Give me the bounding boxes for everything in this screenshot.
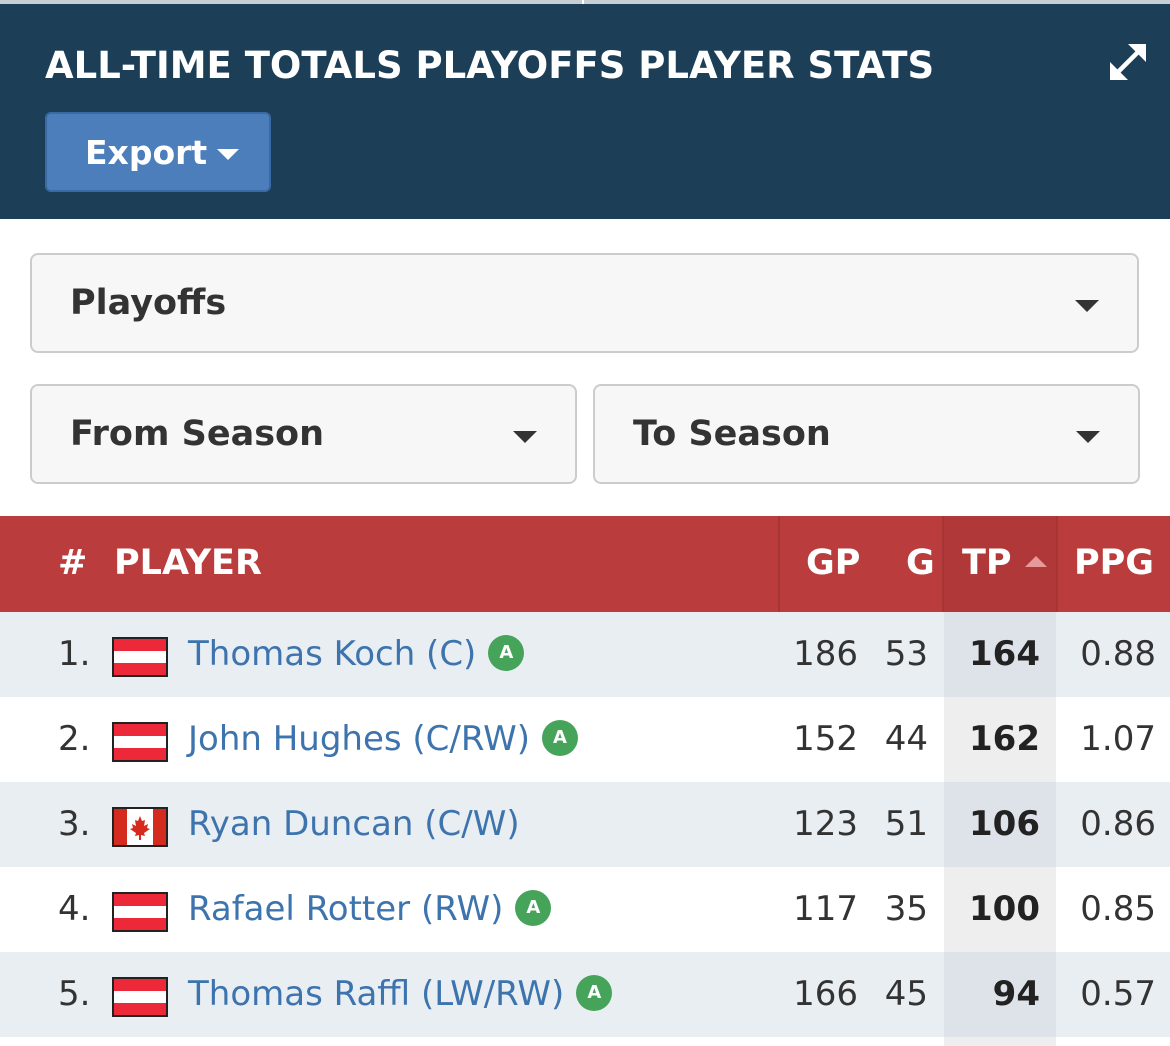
expand-icon[interactable]	[1106, 40, 1150, 84]
to-season-select[interactable]: To Season	[593, 384, 1140, 484]
top-border-divider	[582, 0, 584, 4]
player-name[interactable]: Thomas Koch (C)	[188, 634, 477, 674]
alternate-captain-badge: A	[542, 719, 579, 756]
player-link[interactable]: Ryan Duncan (C/W)	[188, 804, 520, 844]
austria-flag-icon	[112, 637, 168, 677]
league-select-value: Playoffs	[70, 283, 227, 323]
ppg-cell: 0.88	[1080, 634, 1156, 674]
column-divider	[942, 516, 944, 612]
g-cell: 51	[884, 804, 928, 844]
caret-down-icon	[1075, 300, 1099, 312]
player-link[interactable]: Thomas Raffl (LW/RW) A	[188, 974, 613, 1014]
ppg-cell: 0.85	[1080, 889, 1156, 929]
player-link[interactable]: John Hughes (C/RW) A	[188, 719, 579, 759]
column-header-player[interactable]: PLAYER	[114, 543, 262, 583]
table-bottom	[0, 1037, 1170, 1046]
g-cell: 44	[884, 719, 928, 759]
from-season-value: From Season	[70, 414, 324, 454]
gp-cell: 123	[793, 804, 858, 844]
austria-flag-icon	[112, 892, 168, 932]
rank-cell: 1.	[58, 634, 91, 674]
tp-cell: 94	[992, 974, 1040, 1014]
caret-down-icon	[217, 148, 240, 160]
ppg-cell: 1.07	[1080, 719, 1156, 759]
gp-cell: 152	[793, 719, 858, 759]
g-cell: 45	[884, 974, 928, 1014]
sort-ascending-icon	[1025, 556, 1047, 567]
column-header-gp[interactable]: GP	[806, 543, 861, 583]
stats-header: ALL-TIME TOTALS PLAYOFFS PLAYER STATS Ex…	[0, 4, 1170, 219]
table-row: 2. John Hughes (C/RW) A 152 44 162 1.07	[0, 697, 1170, 782]
rank-cell: 2.	[58, 719, 91, 759]
tp-cell: 100	[969, 889, 1040, 929]
tp-cell: 162	[969, 719, 1040, 759]
to-season-value: To Season	[633, 414, 831, 454]
table-row: 4. Rafael Rotter (RW) A 117 35 100 0.85	[0, 867, 1170, 952]
table-row: 5. Thomas Raffl (LW/RW) A 166 45 94 0.57	[0, 952, 1170, 1037]
gp-cell: 166	[793, 974, 858, 1014]
sorted-column-cell-bg	[944, 782, 1056, 867]
alternate-captain-badge: A	[488, 634, 525, 671]
player-link[interactable]: Thomas Koch (C) A	[188, 634, 525, 674]
column-header-rank: #	[58, 543, 88, 583]
player-link[interactable]: Rafael Rotter (RW) A	[188, 889, 552, 929]
column-header-tp[interactable]: TP	[962, 543, 1012, 583]
canada-flag-icon	[112, 807, 168, 847]
caret-down-icon	[1076, 431, 1100, 443]
rank-cell: 3.	[58, 804, 91, 844]
caret-down-icon	[513, 431, 537, 443]
from-season-select[interactable]: From Season	[30, 384, 577, 484]
ppg-cell: 0.86	[1080, 804, 1156, 844]
g-cell: 35	[884, 889, 928, 929]
table-row: 1. Thomas Koch (C) A 186 53 164 0.88	[0, 612, 1170, 697]
table-row: 3. Ryan Duncan (C/W) 123 51 106 0.86	[0, 782, 1170, 867]
page-title: ALL-TIME TOTALS PLAYOFFS PLAYER STATS	[45, 44, 935, 87]
player-name[interactable]: John Hughes (C/RW)	[188, 719, 531, 759]
player-name[interactable]: Rafael Rotter (RW)	[188, 889, 504, 929]
gp-cell: 186	[793, 634, 858, 674]
column-header-ppg[interactable]: PPG	[1074, 543, 1155, 583]
player-name[interactable]: Ryan Duncan (C/W)	[188, 804, 520, 844]
sorted-column-cell-bg	[944, 952, 1056, 1037]
g-cell: 53	[884, 634, 928, 674]
rank-cell: 4.	[58, 889, 91, 929]
alternate-captain-badge: A	[576, 974, 613, 1011]
player-name[interactable]: Thomas Raffl (LW/RW)	[188, 974, 565, 1014]
austria-flag-icon	[112, 722, 168, 762]
ppg-cell: 0.57	[1080, 974, 1156, 1014]
tp-cell: 164	[969, 634, 1040, 674]
export-button[interactable]: Export	[45, 112, 271, 192]
league-select[interactable]: Playoffs	[30, 253, 1139, 353]
column-divider	[778, 516, 780, 612]
column-divider	[1056, 516, 1058, 612]
column-header-g[interactable]: G	[906, 543, 935, 583]
rank-cell: 5.	[58, 974, 91, 1014]
alternate-captain-badge: A	[515, 889, 552, 926]
austria-flag-icon	[112, 977, 168, 1017]
table-header: # PLAYER GP G TP PPG	[0, 516, 1170, 612]
sorted-column-cell-bg	[944, 867, 1056, 952]
sorted-column-cell-bg	[944, 697, 1056, 782]
gp-cell: 117	[793, 889, 858, 929]
top-border	[0, 0, 1170, 4]
tp-cell: 106	[969, 804, 1040, 844]
sorted-column-cell-bg	[944, 612, 1056, 697]
export-label: Export	[85, 132, 208, 172]
table-body: 1. Thomas Koch (C) A 186 53 164 0.88 2. John Hug…	[0, 612, 1170, 1037]
